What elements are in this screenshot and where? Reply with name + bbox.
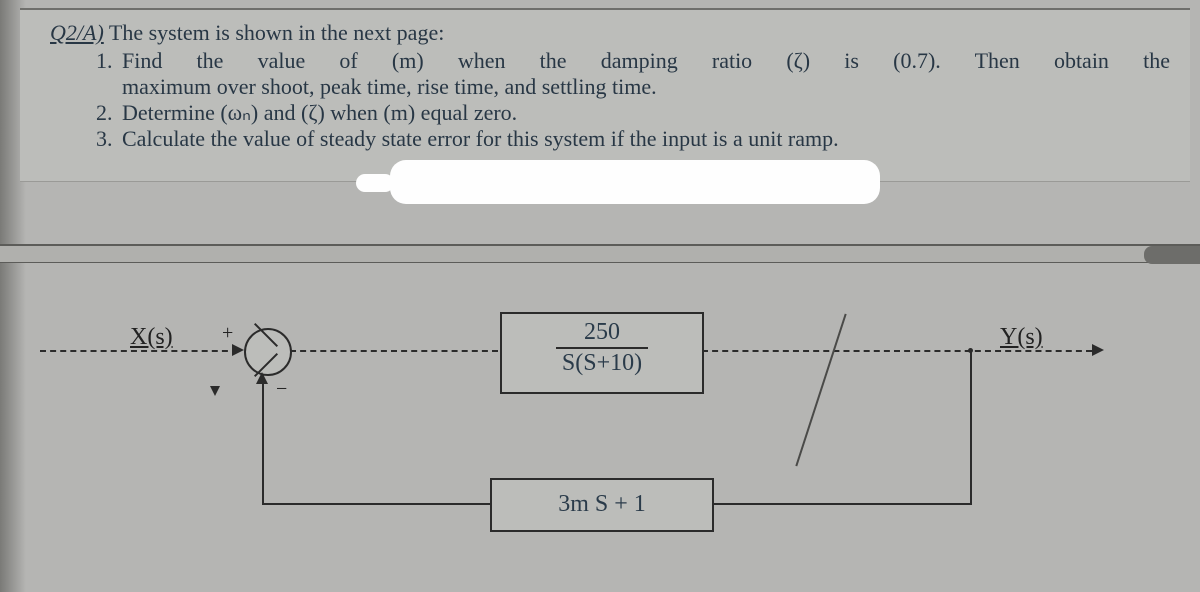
feedback-text: 3m S + 1 bbox=[558, 491, 646, 517]
item-number: 3. bbox=[96, 126, 122, 152]
question-list: 1. Find the value of (m) when the dampin… bbox=[50, 48, 1170, 152]
arrow-icon bbox=[232, 344, 244, 356]
whiteout-mark bbox=[390, 160, 880, 204]
input-label: X(s) bbox=[130, 324, 173, 351]
arrow-icon bbox=[256, 372, 268, 384]
question-heading: Q2/A) The system is shown in the next pa… bbox=[50, 20, 1170, 46]
item-number: 1. bbox=[96, 48, 122, 74]
scan-artifact bbox=[795, 314, 846, 467]
forward-transfer-block: 250 S(S+10) bbox=[500, 312, 704, 394]
tf-numerator: 250 bbox=[556, 318, 648, 347]
signal-line bbox=[290, 350, 498, 352]
signal-line bbox=[262, 374, 264, 505]
list-item: 2. Determine (ωₙ) and (ζ) when (m) equal… bbox=[96, 100, 1170, 126]
item-text: Find the value of (m) when the damping r… bbox=[122, 48, 1170, 74]
item-text-cont: maximum over shoot, peak time, rise time… bbox=[96, 74, 1170, 100]
list-item: 3. Calculate the value of steady state e… bbox=[96, 126, 1170, 152]
feedback-block: 3m S + 1 bbox=[490, 478, 714, 532]
sum-minus: − bbox=[276, 378, 287, 401]
question-intro: The system is shown in the next page: bbox=[109, 20, 444, 45]
arrow-icon bbox=[1092, 344, 1104, 356]
signal-line bbox=[712, 503, 972, 505]
item-text: Calculate the value of steady state erro… bbox=[122, 126, 1170, 152]
signal-line bbox=[262, 503, 490, 505]
page-edge-shadow bbox=[1144, 246, 1200, 264]
page-fold-line bbox=[0, 244, 1200, 263]
item-text: Determine (ωₙ) and (ζ) when (m) equal ze… bbox=[122, 100, 1170, 126]
signal-line bbox=[970, 352, 972, 505]
item-number: 2. bbox=[96, 100, 122, 126]
block-diagram: X(s) + − 250 S(S+10) Y(s) 3m S + 1 bbox=[0, 280, 1200, 580]
sum-plus: + bbox=[222, 322, 233, 345]
page: Q2/A) The system is shown in the next pa… bbox=[20, 8, 1190, 182]
list-item: 1. Find the value of (m) when the dampin… bbox=[96, 48, 1170, 74]
question-number: Q2/A) bbox=[50, 20, 104, 45]
marker-icon bbox=[210, 386, 220, 396]
tf-denominator: S(S+10) bbox=[556, 347, 648, 378]
output-label: Y(s) bbox=[1000, 324, 1043, 351]
